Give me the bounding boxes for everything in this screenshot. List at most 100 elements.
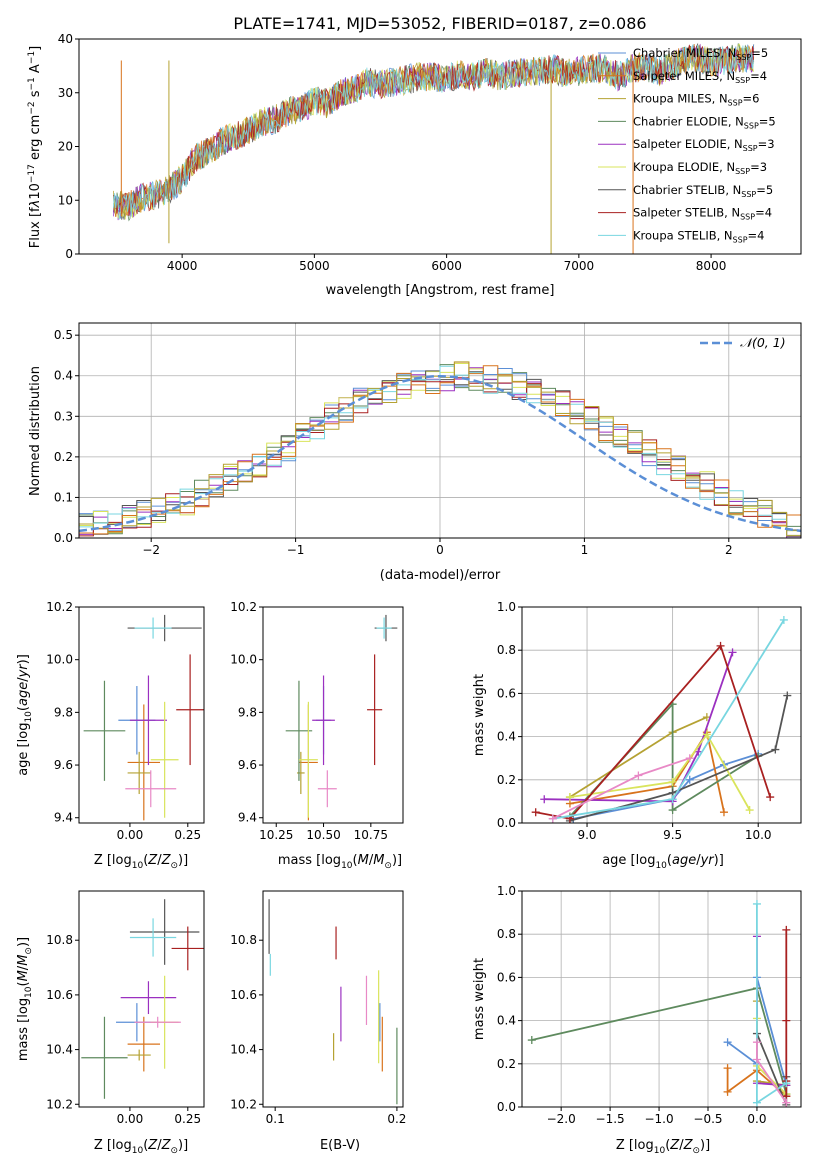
y-tick-label: 0.6 [497,970,516,984]
legend-subscript: SSP [735,76,750,85]
y-tick-label: 0.2 [54,450,73,464]
weight-point [634,771,643,780]
axes-frame [78,606,205,824]
legend-subscript: SSP [743,144,758,153]
x-tick-label: 10.0 [745,828,772,842]
weight-line [535,644,772,820]
weight-point [723,1087,732,1096]
x-tick-label: 0.2 [387,1112,406,1126]
legend-nssp: =4 [755,206,772,220]
weight-point [716,641,725,650]
spectrum-ylabel: Flux [fλ10−17 erg cm−2 s−1 A−1] [27,46,43,248]
spectrum-panel: wavelength [Angstrom, rest frame] Flux [… [27,32,802,298]
y-tick-label: 10 [58,193,73,207]
y-tick-label: 0.6 [497,686,516,700]
weight-line [544,652,734,803]
x-tick-label: −1 [287,543,305,557]
legend-series-name: Chabrier STELIB, N [633,183,741,197]
weight-point [728,648,737,657]
axes-layer: 9.0 9.5 10.0 0.0 0.2 0.4 0.6 0.8 1.0 [497,600,802,842]
x-tick-label: 10.50 [306,828,340,842]
weight-point [752,1038,761,1047]
axes-frame [521,606,802,824]
axes-layer: 0.00 0.25 9.4 9.6 9.8 10.0 10.2 [46,600,205,842]
y-tick-label: 0 [65,247,73,261]
weight-point [782,1016,791,1025]
weight-point [685,754,694,763]
weight-line [756,936,787,1087]
legend-nssp: =5 [759,114,776,128]
y-tick-label: 9.6 [54,758,73,772]
y-tick-label: 0.8 [497,643,516,657]
weight-line [569,695,789,822]
age-z-ylabel: age [log10(age/yr)] [16,654,34,776]
age-vs-mass-panel: mass [log10(M/M⊙)] 10.25 10.50 10.75 9.4 9.6… [230,600,404,871]
weight-z-xlabel: Z [log10(Z/Z⊙)] [616,1138,710,1156]
weight-point [723,1038,732,1047]
y-tick-label: 0.0 [497,816,516,830]
plot-layer [83,614,204,821]
mass-weight-vs-metallicity-panel: Z [log10(Z/Z⊙)] mass weight −2.0 −1.5 −1.0… [472,884,802,1156]
x-tick-label: 10.75 [354,828,388,842]
weight-point [782,1079,791,1088]
spectrum-line [113,43,755,217]
x-tick-label: 0.00 [117,1112,144,1126]
x-tick-label: 8000 [696,259,727,273]
x-tick-label: −0.5 [693,1112,722,1126]
plot-layer [79,361,801,538]
x-tick-label: 9.0 [577,828,596,842]
x-tick-label: 7000 [564,259,595,273]
mass-z-xlabel: Z [log10(Z/Z⊙)] [94,1138,188,1156]
legend-nssp: =3 [758,137,775,151]
y-tick-label: 9.4 [54,811,73,825]
legend-subscript: SSP [728,99,743,108]
legend-nssp: =5 [751,46,768,60]
mass-vs-extinction-panel: E(B-V) 0.1 0.2 10.2 10.4 10.6 10.8 [230,890,406,1153]
y-tick-label: 9.4 [238,811,257,825]
weight-z-ylabel: mass weight [472,958,487,1040]
x-tick-label: 0.0 [747,1112,766,1126]
y-tick-label: 9.6 [238,758,257,772]
x-tick-label: 9.5 [663,828,682,842]
x-tick-label: 6000 [431,259,462,273]
legend-nssp: =4 [748,228,765,242]
axes-frame [262,890,404,1108]
x-tick-label: −1.5 [596,1112,625,1126]
y-tick-label: 0.4 [497,730,516,744]
y-tick-label: 0.5 [54,328,73,342]
age-vs-metallicity-panel: Z [log10(Z/Z⊙)] age [log10(age/yr)] 0.00… [16,600,205,871]
weight-point [723,1064,732,1073]
weight-point [752,1055,761,1064]
legend-series-name: Chabrier MILES, N [633,46,736,60]
legend-label: Salpeter MILES, NSSP=4 [633,69,767,85]
y-tick-label: 40 [58,32,73,46]
legend-subscript: SSP [741,190,756,199]
weight-point [668,777,677,786]
axes-layer: 10.25 10.50 10.75 9.4 9.6 9.8 10.0 10.2 [230,600,404,842]
legend-label: Chabrier ELODIE, NSSP=5 [633,114,776,130]
weight-age-xlabel: age [log10(age/yr)] [602,853,724,871]
y-tick-label: 10.8 [230,933,257,947]
mass-ebv-xlabel: E(B-V) [320,1138,360,1153]
weight-point [782,1098,791,1107]
legend-series-name: Salpeter ELODIE, N [633,137,743,151]
legend-series-name: Salpeter MILES, N [633,69,735,83]
legend-nssp: =4 [750,69,767,83]
x-tick-label: 0 [436,543,444,557]
x-tick-label: 1 [581,543,589,557]
y-tick-label: 10.4 [46,1043,73,1057]
histogram-ylabel: Normed distribution [28,366,43,496]
x-tick-label: 5000 [299,259,330,273]
axes-layer: 0.1 0.2 10.2 10.4 10.6 10.8 [230,890,406,1126]
weight-point [702,730,711,739]
legend-subscript: SSP [744,121,759,130]
legend-nssp: =3 [750,160,767,174]
y-tick-label: 20 [58,140,73,154]
weight-line [573,753,759,820]
plot-layer [531,615,792,823]
y-tick-label: 0.4 [497,1014,516,1028]
x-tick-label: 0.25 [174,1112,201,1126]
legend-label: Chabrier STELIB, NSSP=5 [633,183,773,199]
weight-point [782,925,791,934]
